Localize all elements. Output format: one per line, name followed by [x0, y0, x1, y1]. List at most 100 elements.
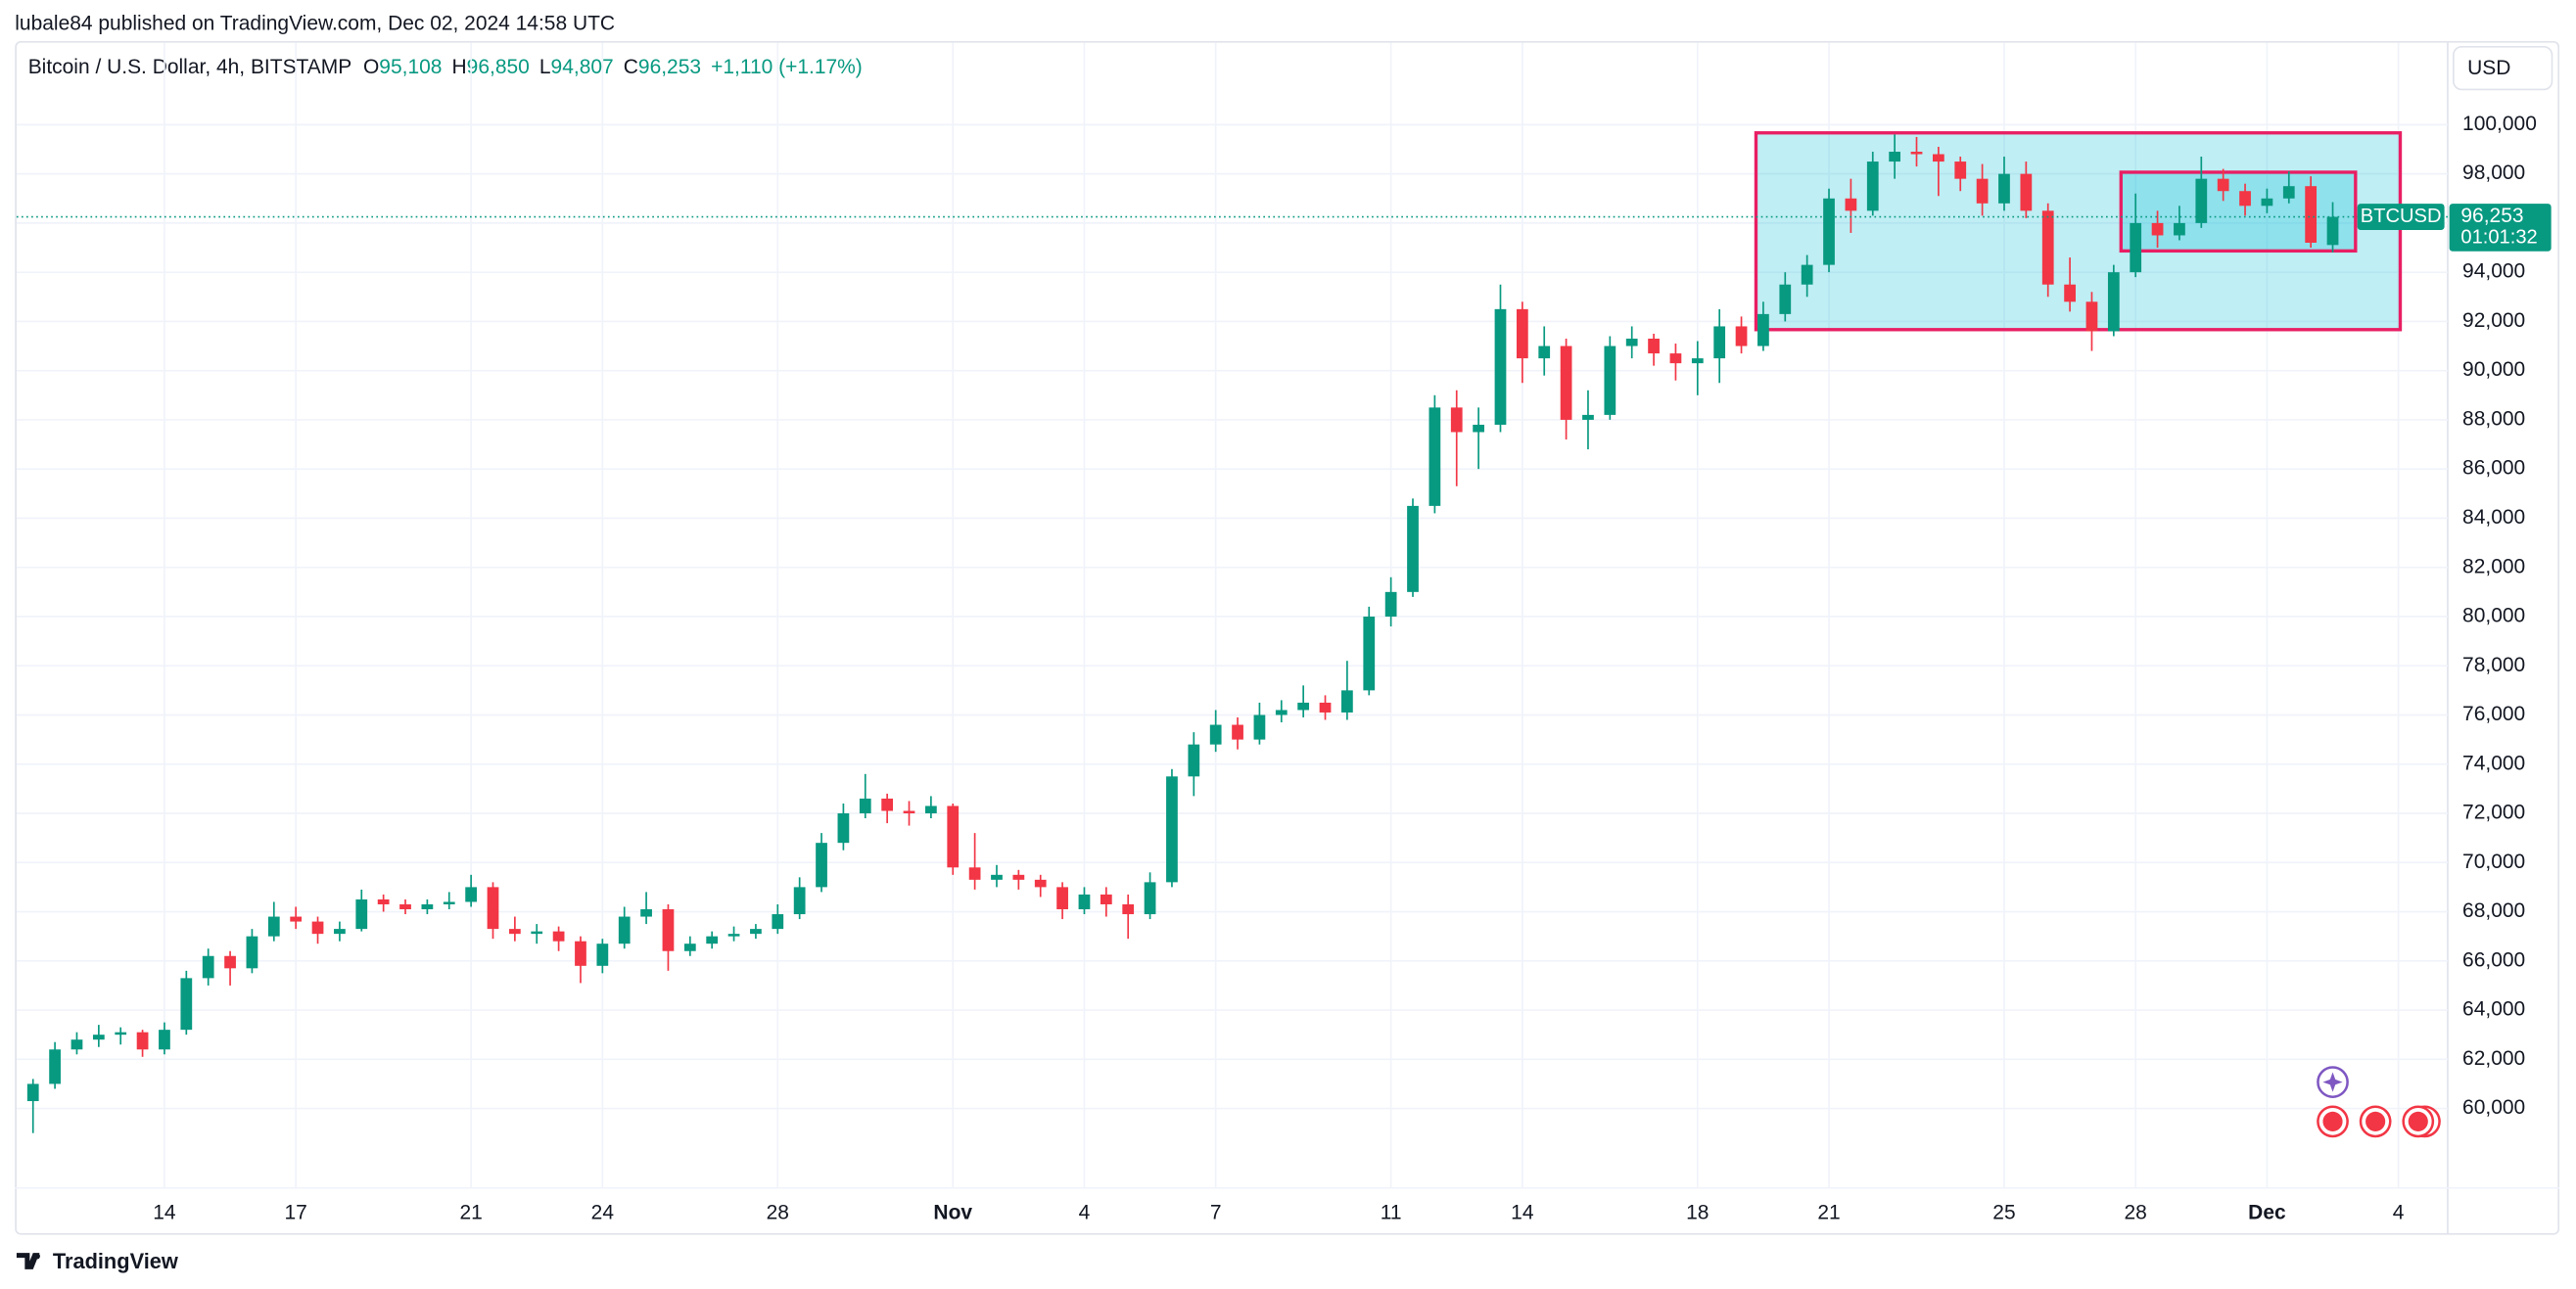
candle-body: [246, 936, 258, 969]
candle-body: [1429, 407, 1441, 506]
candle-body: [1582, 414, 1594, 420]
candle-body: [1669, 353, 1682, 364]
candle-body: [202, 955, 214, 979]
candle-body: [531, 931, 543, 935]
candle-body: [1516, 308, 1528, 359]
candle-body: [311, 921, 324, 935]
published-line: lubale84 published on TradingView.com, D…: [15, 13, 615, 35]
candle-body: [443, 901, 455, 904]
x-tick-label: 14: [153, 1201, 176, 1223]
event-icons: [2317, 1066, 2441, 1138]
x-tick-label: 21: [1817, 1201, 1840, 1223]
candle-body: [881, 798, 894, 811]
candle-body: [1845, 198, 1857, 211]
candle-body: [1253, 714, 1266, 740]
candle-body: [92, 1035, 105, 1040]
y-tick-label: 62,000: [2462, 1047, 2525, 1070]
x-tick-label: 4: [2393, 1201, 2405, 1223]
candle-body: [1954, 161, 1967, 179]
candle-body: [991, 874, 1003, 880]
y-tick-label: 92,000: [2462, 309, 2525, 332]
logo-dot: [33, 1253, 40, 1260]
brand-name: TradingView: [53, 1249, 178, 1273]
symbol-tag: BTCUSD: [2361, 206, 2442, 227]
x-tick-label: 17: [285, 1201, 307, 1223]
last-price-label: 96,253: [2460, 205, 2523, 227]
candle-body: [377, 898, 390, 904]
candle-body: [267, 916, 280, 937]
candle-body: [2064, 284, 2076, 302]
candle-body: [1604, 345, 1616, 415]
candle-body: [793, 887, 806, 915]
brand-logo: TradingView: [16, 1249, 178, 1273]
price-label-bg: [2449, 204, 2552, 252]
candle-body: [1910, 152, 1923, 155]
ohlc-value: 96,850: [467, 55, 530, 77]
candle-body: [355, 898, 368, 930]
x-tick-label: 18: [1686, 1201, 1709, 1223]
candle-body: [662, 909, 675, 951]
ohlc-key: C: [624, 55, 638, 77]
currency-label[interactable]: USD: [2467, 57, 2510, 79]
candle-body: [399, 903, 411, 910]
y-tick-label: 74,000: [2462, 752, 2525, 774]
candle-body: [575, 941, 586, 966]
candle-body: [1735, 326, 1748, 346]
ohlc-key: O: [363, 55, 379, 77]
candle-body: [1998, 173, 2010, 204]
candle-body: [1560, 345, 1572, 420]
candle-body: [2085, 301, 2098, 332]
x-tick-label: 24: [591, 1201, 615, 1223]
candle-body: [816, 843, 827, 888]
candle-body: [2174, 222, 2185, 236]
y-tick-label: 76,000: [2462, 703, 2525, 725]
symbol-line: Bitcoin / U.S. Dollar, 4h, BITSTAMP O95,1…: [28, 55, 863, 77]
y-tick-label: 64,000: [2462, 998, 2525, 1021]
flag-icon: [2365, 1111, 2386, 1131]
candle-body: [903, 810, 915, 814]
candle-body: [1232, 724, 1243, 740]
candle-body: [2107, 272, 2120, 332]
ohlc-value: 94,807: [551, 55, 614, 77]
candle-body: [508, 929, 521, 935]
candle-body: [49, 1049, 61, 1084]
x-tick-label: Dec: [2248, 1201, 2286, 1223]
y-tick-label: 68,000: [2462, 899, 2525, 922]
x-tick-label: 11: [1381, 1201, 1402, 1223]
x-tick-label: 25: [1992, 1201, 2015, 1223]
candle-body: [1100, 894, 1112, 904]
candle-body: [70, 1039, 83, 1050]
y-tick-label: 88,000: [2462, 407, 2525, 430]
candle-body: [1363, 616, 1376, 691]
currency-button[interactable]: [2452, 45, 2553, 91]
y-tick-label: 82,000: [2462, 555, 2525, 577]
candle-body: [1889, 152, 1901, 162]
candle-body: [837, 813, 850, 844]
x-tick-label: 4: [1079, 1201, 1091, 1223]
candle-body: [1319, 702, 1332, 713]
candle-body: [1122, 903, 1135, 915]
candle-body: [1188, 744, 1200, 777]
candle-body: [334, 929, 346, 935]
candle-body: [1823, 198, 1835, 265]
candle-body: [2195, 178, 2208, 223]
candle-body: [925, 806, 937, 814]
symbol: Bitcoin / U.S. Dollar, 4h, BITSTAMP: [28, 55, 352, 77]
y-tick-label: 94,000: [2462, 260, 2525, 283]
candle-body: [859, 798, 871, 814]
candle-body: [1450, 407, 1463, 433]
candle-body: [1801, 264, 1813, 285]
candle-body: [706, 936, 719, 944]
candle-body: [487, 887, 499, 930]
candle-body: [1625, 339, 1638, 346]
candle-body: [2041, 210, 2054, 285]
candle-body: [1779, 284, 1792, 314]
y-tick-label: 86,000: [2462, 457, 2525, 480]
flag-icon: [2322, 1111, 2343, 1131]
candle-body: [596, 944, 609, 966]
change: +1,110 (+1.17%): [711, 55, 863, 77]
candle-body: [1384, 591, 1397, 617]
x-tick-label: 21: [459, 1201, 482, 1223]
candle-body: [2151, 222, 2164, 236]
